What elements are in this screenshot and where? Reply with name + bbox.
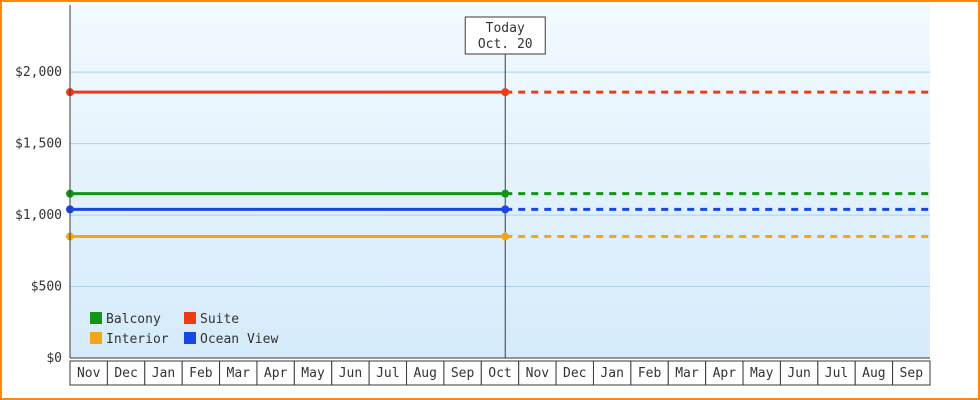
month-cell-rect xyxy=(555,360,594,386)
month-label: Mar xyxy=(675,366,699,381)
month-label: Aug xyxy=(413,366,436,381)
legend-label: Suite xyxy=(200,312,239,327)
month-label: Dec xyxy=(563,366,586,381)
month-cell-rect xyxy=(667,360,707,386)
month-label: May xyxy=(750,366,774,381)
series-today-dot xyxy=(501,189,510,198)
legend-label: Balcony xyxy=(106,312,161,327)
month-cell-13: Dec xyxy=(555,360,594,386)
legend-swatch xyxy=(90,312,102,324)
month-cell-rect xyxy=(106,360,146,386)
series-interior xyxy=(66,232,930,241)
month-cell-rect xyxy=(742,360,781,386)
month-cell-18: May xyxy=(742,360,781,386)
month-cell-rect xyxy=(854,360,894,386)
month-cell-22: Sep xyxy=(892,360,931,386)
month-label: Sep xyxy=(451,366,475,381)
legend-swatch xyxy=(90,332,102,344)
month-cell-4: Mar xyxy=(219,360,258,386)
legend: Balcony Suite Interior Ocean View xyxy=(90,312,278,347)
month-label: Jun xyxy=(787,366,810,381)
month-cell-rect xyxy=(293,360,333,386)
month-label: Nov xyxy=(526,366,550,381)
y-axis-label: $0 xyxy=(46,351,62,366)
month-cell-11: Oct xyxy=(480,360,520,386)
y-axis-label: $1,500 xyxy=(15,137,62,152)
legend-label: Ocean View xyxy=(200,332,278,347)
month-label: Jul xyxy=(376,366,399,381)
month-label: Jan xyxy=(600,366,623,381)
month-cell-rect xyxy=(331,360,370,386)
month-cell-5: Apr xyxy=(256,360,295,386)
month-cell-9: Aug xyxy=(406,360,445,386)
month-cell-10: Sep xyxy=(443,360,482,386)
month-label: Feb xyxy=(638,366,662,381)
month-label: Sep xyxy=(900,366,924,381)
today-label-line2: Oct. 20 xyxy=(478,37,533,52)
month-cell-14: Jan xyxy=(592,360,632,386)
month-cell-rect xyxy=(630,360,669,386)
month-cell-rect xyxy=(256,360,295,386)
month-cell-20: Jul xyxy=(817,360,856,386)
month-label: Aug xyxy=(862,366,885,381)
legend-item-suite: Suite xyxy=(184,312,239,327)
month-label: Jan xyxy=(152,366,175,381)
y-axis-label: $1,000 xyxy=(15,208,62,223)
y-axis-label: $500 xyxy=(31,280,62,295)
series-today-dot xyxy=(501,88,510,97)
month-label: Apr xyxy=(264,366,288,381)
today-box-rect xyxy=(464,16,546,55)
month-cell-rect xyxy=(181,360,221,386)
legend-item-ocean-view: Ocean View xyxy=(184,332,278,347)
month-cell-17: Apr xyxy=(705,360,744,386)
month-cell-19: Jun xyxy=(779,360,819,386)
month-cell-0: Nov xyxy=(69,360,108,386)
month-cell-6: May xyxy=(293,360,333,386)
month-label: Jul xyxy=(825,366,848,381)
month-label: Apr xyxy=(713,366,737,381)
series-today-dot xyxy=(501,232,510,241)
legend-swatch xyxy=(184,312,196,324)
month-cell-7: Jun xyxy=(331,360,370,386)
month-cell-15: Feb xyxy=(630,360,669,386)
month-cell-rect xyxy=(480,360,520,386)
month-cell-rect xyxy=(592,360,632,386)
month-label: Feb xyxy=(189,366,213,381)
y-axis-label: $2,000 xyxy=(15,65,62,80)
month-label: Oct xyxy=(488,366,511,381)
legend-item-interior: Interior xyxy=(90,332,169,347)
month-cell-rect xyxy=(705,360,744,386)
month-cell-3: Feb xyxy=(181,360,221,386)
month-cell-2: Jan xyxy=(144,360,183,386)
month-cell-rect xyxy=(69,360,108,386)
month-cell-21: Aug xyxy=(854,360,894,386)
plot-background xyxy=(70,5,930,358)
month-label: Jun xyxy=(339,366,362,381)
today-label-line1: Today xyxy=(486,21,525,36)
month-cell-8: Jul xyxy=(368,360,408,386)
month-label: Mar xyxy=(227,366,251,381)
month-cell-rect xyxy=(443,360,482,386)
month-cell-rect xyxy=(406,360,445,386)
month-cell-1: Dec xyxy=(106,360,146,386)
month-cell-rect xyxy=(817,360,856,386)
legend-label: Interior xyxy=(106,332,169,347)
month-cell-16: Mar xyxy=(667,360,707,386)
month-label: Nov xyxy=(77,366,101,381)
series-today-dot xyxy=(501,205,510,214)
month-label: Dec xyxy=(114,366,137,381)
month-label: May xyxy=(301,366,325,381)
month-cell-rect xyxy=(368,360,408,386)
legend-swatch xyxy=(184,332,196,344)
month-cell-rect xyxy=(518,360,557,386)
series-balcony xyxy=(66,189,930,198)
legend-item-balcony: Balcony xyxy=(90,312,161,327)
month-cell-rect xyxy=(892,360,931,386)
month-cell-12: Nov xyxy=(518,360,557,386)
